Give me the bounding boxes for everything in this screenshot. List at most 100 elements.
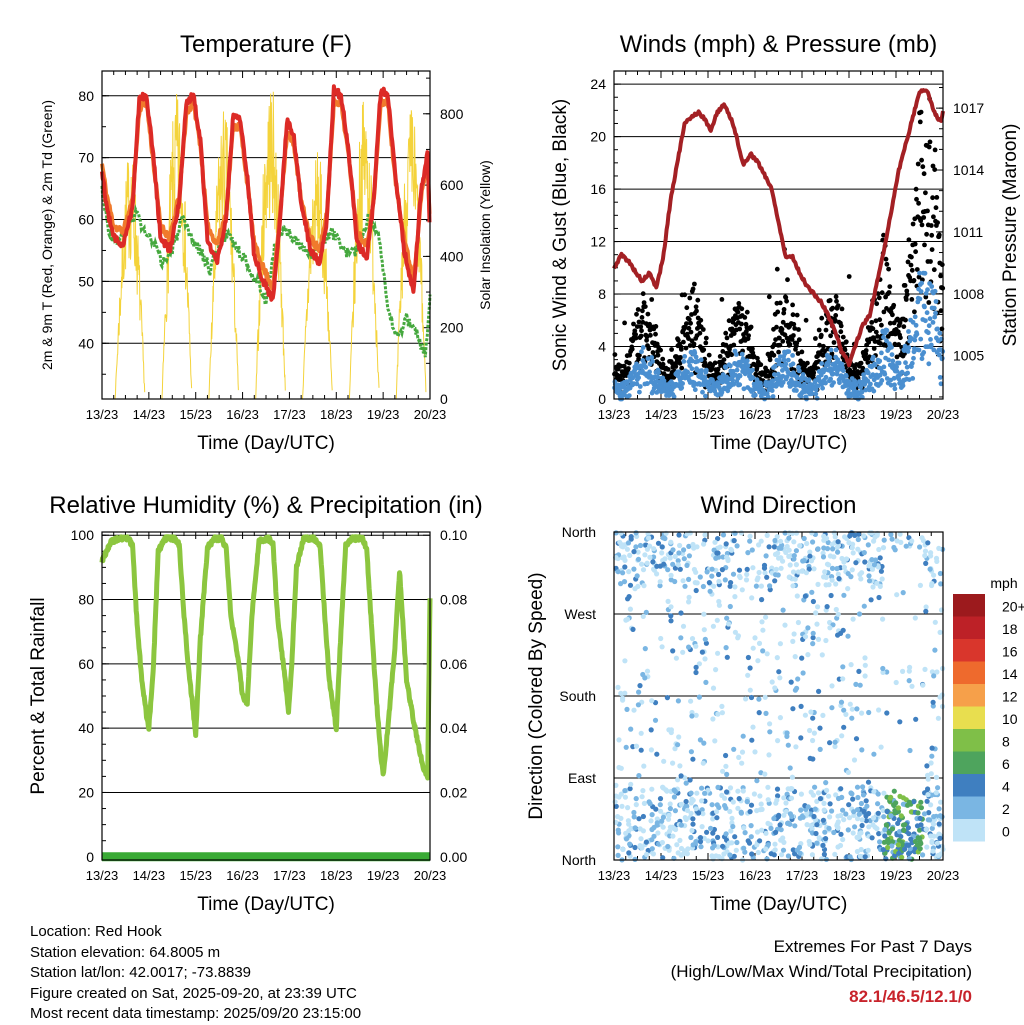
direction-point bbox=[678, 610, 684, 616]
gust-point bbox=[703, 335, 709, 341]
direction-point bbox=[934, 840, 941, 846]
wind-point bbox=[854, 382, 859, 387]
gust-point bbox=[863, 348, 869, 353]
direction-point bbox=[655, 830, 661, 836]
direction-point bbox=[884, 808, 890, 815]
direction-point bbox=[915, 810, 921, 816]
direction-point bbox=[657, 802, 663, 808]
direction-point bbox=[734, 543, 740, 549]
direction-point bbox=[810, 737, 816, 744]
x-tick-label: 18/23 bbox=[320, 868, 353, 883]
x-tick-label: 20/23 bbox=[927, 868, 960, 883]
direction-point bbox=[763, 710, 769, 717]
direction-point bbox=[888, 813, 894, 819]
direction-point bbox=[832, 851, 838, 857]
direction-point bbox=[908, 809, 915, 815]
direction-point bbox=[651, 824, 657, 831]
direction-point bbox=[906, 678, 912, 684]
direction-point bbox=[898, 813, 904, 819]
direction-point bbox=[877, 555, 883, 561]
direction-point bbox=[729, 840, 735, 846]
direction-point bbox=[613, 803, 619, 810]
gust-point bbox=[758, 362, 764, 368]
direction-point bbox=[676, 734, 682, 740]
y-tick-label: 50 bbox=[78, 273, 94, 289]
direction-point bbox=[703, 640, 710, 646]
gust-point bbox=[660, 356, 666, 362]
x-tick-label: 16/23 bbox=[739, 407, 772, 422]
direction-point bbox=[766, 752, 772, 758]
direction-point bbox=[632, 825, 638, 831]
gust-point bbox=[772, 341, 777, 347]
direction-point bbox=[693, 643, 699, 649]
direction-point bbox=[694, 544, 700, 550]
wind-point bbox=[790, 353, 795, 358]
direction-point bbox=[727, 852, 733, 858]
direction-point bbox=[897, 719, 903, 725]
direction-point bbox=[738, 530, 745, 536]
gust-point bbox=[881, 309, 887, 315]
direction-point bbox=[805, 804, 811, 810]
direction-point bbox=[747, 538, 753, 544]
wind-point bbox=[881, 334, 886, 340]
direction-point bbox=[782, 622, 788, 628]
gust-point bbox=[909, 267, 915, 273]
gust-point bbox=[669, 347, 674, 352]
direction-point bbox=[620, 846, 626, 853]
direction-point bbox=[810, 715, 816, 721]
direction-point bbox=[774, 655, 780, 661]
direction-point bbox=[858, 576, 864, 582]
direction-point bbox=[747, 533, 753, 539]
direction-point bbox=[724, 789, 730, 795]
direction-point bbox=[625, 805, 631, 811]
gust-point bbox=[766, 294, 772, 300]
direction-point bbox=[917, 582, 924, 589]
direction-point bbox=[744, 798, 750, 805]
direction-point bbox=[615, 827, 621, 833]
direction-point bbox=[900, 590, 906, 596]
wind-point bbox=[921, 350, 927, 355]
wind-point bbox=[931, 347, 937, 353]
wind-point bbox=[790, 361, 796, 367]
wind-point bbox=[655, 374, 660, 380]
direction-point bbox=[928, 802, 934, 808]
plot-border bbox=[613, 531, 944, 861]
direction-point bbox=[848, 662, 854, 668]
direction-point bbox=[723, 831, 729, 837]
direction-point bbox=[841, 724, 847, 730]
direction-point bbox=[749, 737, 755, 743]
direction-point bbox=[856, 811, 862, 817]
gust-point bbox=[916, 200, 921, 206]
wind-point bbox=[881, 364, 887, 370]
gust-point bbox=[746, 333, 751, 338]
gust-point bbox=[912, 309, 917, 315]
direction-point bbox=[673, 655, 680, 661]
direction-point bbox=[881, 537, 887, 543]
direction-point bbox=[704, 829, 710, 835]
direction-point bbox=[773, 572, 779, 578]
direction-point bbox=[708, 825, 714, 831]
x-tick-label: 15/23 bbox=[692, 407, 725, 422]
direction-point bbox=[894, 592, 900, 598]
direction-point bbox=[686, 543, 692, 550]
gust-point bbox=[731, 342, 737, 348]
direction-point bbox=[802, 593, 809, 599]
direction-point bbox=[856, 668, 862, 675]
direction-point bbox=[627, 606, 634, 612]
direction-point bbox=[841, 817, 847, 823]
direction-point bbox=[871, 789, 877, 795]
direction-point bbox=[845, 633, 851, 639]
direction-point bbox=[688, 698, 694, 704]
direction-point bbox=[885, 844, 891, 851]
direction-point bbox=[858, 830, 864, 836]
direction-point bbox=[649, 812, 655, 818]
station-elevation: Station elevation: 64.8005 m bbox=[30, 943, 221, 961]
direction-point bbox=[684, 531, 690, 537]
y-tick-label: 20 bbox=[78, 784, 94, 800]
direction-point bbox=[849, 715, 855, 721]
direction-point bbox=[900, 668, 906, 675]
direction-point bbox=[658, 635, 664, 642]
solar-insolation-line bbox=[161, 93, 193, 400]
wind-point bbox=[916, 347, 922, 353]
gust-point bbox=[649, 297, 655, 302]
